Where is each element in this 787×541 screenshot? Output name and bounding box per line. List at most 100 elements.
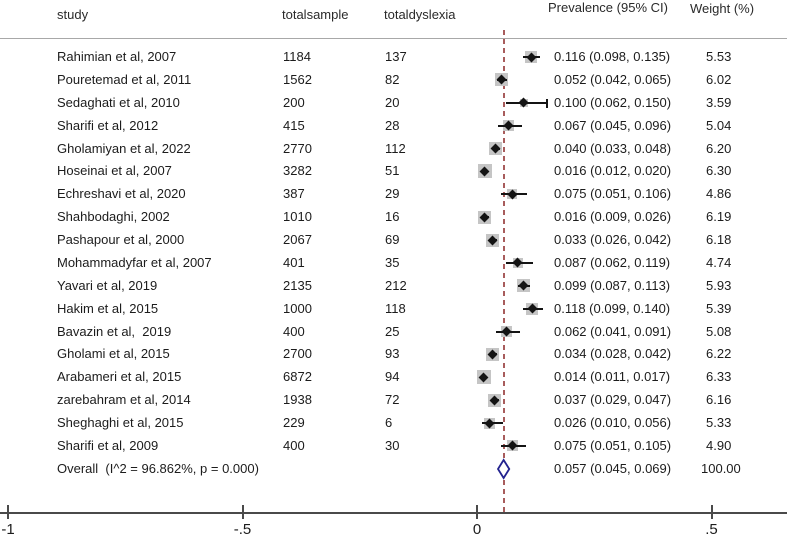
prevalence-ci-value: 0.052 (0.042, 0.065) xyxy=(554,71,672,87)
weight-value: 6.20 xyxy=(706,140,732,156)
weight-value: 5.08 xyxy=(706,323,732,339)
totalsample-value: 400 xyxy=(283,437,305,453)
weight-value: 4.90 xyxy=(706,437,732,453)
weight-value: 5.93 xyxy=(706,277,732,293)
study-name: Shahbodaghi, 2002 xyxy=(57,209,170,225)
totaldyslexia-value: 93 xyxy=(385,346,400,362)
prevalence-ci-value: 0.033 (0.026, 0.042) xyxy=(554,232,672,248)
prevalence-ci-value: 0.118 (0.099, 0.140) xyxy=(554,300,671,316)
study-name: Sedaghati et al, 2010 xyxy=(57,94,180,110)
axis-tick xyxy=(710,505,713,519)
weight-value: 6.19 xyxy=(706,209,732,225)
axis-tick-label: 0 xyxy=(472,521,482,538)
study-name: Sheghaghi et al, 2015 xyxy=(57,415,184,431)
weight-value: 6.33 xyxy=(706,369,732,385)
weight-value: 5.33 xyxy=(706,415,732,431)
weight-value: 4.86 xyxy=(706,186,732,202)
totaldyslexia-value: 20 xyxy=(385,94,400,110)
totaldyslexia-value: 51 xyxy=(385,163,400,179)
weight-value: 5.39 xyxy=(706,300,732,316)
totalsample-value: 2700 xyxy=(283,346,312,362)
prevalence-ci-value: 0.087 (0.062, 0.119) xyxy=(554,254,671,270)
totalsample-value: 1562 xyxy=(283,71,312,87)
weight-value: 6.30 xyxy=(706,163,732,179)
totalsample-value: 3282 xyxy=(283,163,312,179)
weight-value: 6.18 xyxy=(706,232,732,248)
totalsample-value: 1184 xyxy=(283,49,311,64)
totaldyslexia-value: 28 xyxy=(385,117,400,133)
totalsample-value: 2067 xyxy=(283,232,312,248)
prevalence-ci-value: 0.016 (0.009, 0.026) xyxy=(554,209,672,225)
weight-value: 5.04 xyxy=(706,117,732,133)
prevalence-ci-value: 0.075 (0.051, 0.105) xyxy=(554,437,672,453)
prevalence-ci-value: 0.037 (0.029, 0.047) xyxy=(554,392,672,408)
axis-tick-label: -.5 xyxy=(233,521,252,538)
weight-value: 4.74 xyxy=(706,254,732,270)
prevalence-ci-value: 0.016 (0.012, 0.020) xyxy=(554,163,672,179)
study-name: Sharifi et al, 2009 xyxy=(57,437,159,453)
prevalence-ci-value: 0.034 (0.028, 0.042) xyxy=(554,346,672,362)
weight-value: 3.59 xyxy=(706,94,732,110)
weight-value: 5.53 xyxy=(706,49,732,64)
totaldyslexia-value: 118 xyxy=(385,300,406,316)
prevalence-ci-value: 0.040 (0.033, 0.048) xyxy=(554,140,672,156)
ci-right-cap xyxy=(546,98,549,108)
column-header-study: study xyxy=(57,7,89,22)
totaldyslexia-value: 82 xyxy=(385,71,400,87)
totalsample-value: 401 xyxy=(283,254,305,270)
weight-value: 6.02 xyxy=(706,71,732,87)
totaldyslexia-value: 112 xyxy=(385,140,406,156)
weight-value: 6.16 xyxy=(706,392,732,408)
column-header-weight: Weight (%) xyxy=(690,1,755,16)
totaldyslexia-value: 72 xyxy=(385,392,400,408)
totaldyslexia-value: 94 xyxy=(385,369,400,385)
totalsample-value: 1010 xyxy=(283,209,312,225)
totaldyslexia-value: 25 xyxy=(385,323,400,339)
overall-diamond xyxy=(497,458,511,480)
study-name: Rahimian et al, 2007 xyxy=(57,49,177,64)
prevalence-ci-value: 0.100 (0.062, 0.150) xyxy=(554,94,672,110)
study-name: Echreshavi et al, 2020 xyxy=(57,186,186,202)
study-name: Bavazin et al, 2019 xyxy=(57,323,172,339)
totaldyslexia-value: 35 xyxy=(385,254,400,270)
study-name: Hakim et al, 2015 xyxy=(57,300,159,316)
totalsample-value: 229 xyxy=(283,415,305,431)
totaldyslexia-value: 212 xyxy=(385,277,407,293)
overall-prevalence-ci: 0.057 (0.045, 0.069) xyxy=(554,460,672,476)
axis-tick-label: -1 xyxy=(1,521,15,538)
column-header-prevalence: Prevalence (95% CI) xyxy=(548,0,668,15)
prevalence-ci-value: 0.099 (0.087, 0.113) xyxy=(554,277,671,293)
study-name: Arabameri et al, 2015 xyxy=(57,369,182,385)
totalsample-value: 2135 xyxy=(283,277,312,293)
overall-label: Overall (I^2 = 96.862%, p = 0.000) xyxy=(57,460,259,476)
totalsample-value: 2770 xyxy=(283,140,312,156)
study-name: zarebahram et al, 2014 xyxy=(57,392,191,408)
totaldyslexia-value: 16 xyxy=(385,209,400,225)
header-divider xyxy=(0,38,787,39)
prevalence-ci-value: 0.014 (0.011, 0.017) xyxy=(554,369,671,385)
study-name: Gholamiyan et al, 2022 xyxy=(57,140,191,156)
prevalence-ci-value: 0.075 (0.051, 0.106) xyxy=(554,186,672,202)
axis-tick xyxy=(7,505,9,519)
study-name: Gholami et al, 2015 xyxy=(57,346,170,362)
study-name: Hoseinai et al, 2007 xyxy=(57,163,172,179)
totalsample-value: 415 xyxy=(283,117,305,133)
prevalence-ci-value: 0.062 (0.041, 0.091) xyxy=(554,323,672,339)
totalsample-value: 6872 xyxy=(283,369,312,385)
prevalence-ci-value: 0.026 (0.010, 0.056) xyxy=(554,415,672,431)
prevalence-ci-value: 0.116 (0.098, 0.135) xyxy=(554,49,671,64)
totaldyslexia-value: 6 xyxy=(385,415,393,431)
totaldyslexia-value: 69 xyxy=(385,232,400,248)
totalsample-value: 200 xyxy=(283,94,305,110)
totalsample-value: 387 xyxy=(283,186,305,202)
overall-diamond-shape xyxy=(497,458,511,480)
totalsample-value: 400 xyxy=(283,323,305,339)
axis-tick xyxy=(241,505,244,519)
study-name: Mohammadyfar et al, 2007 xyxy=(57,254,212,270)
study-name: Yavari et al, 2019 xyxy=(57,277,158,293)
axis-tick-label: .5 xyxy=(705,521,718,538)
study-name: Pouretemad et al, 2011 xyxy=(57,71,192,87)
weight-value: 6.22 xyxy=(706,346,732,362)
column-header-totalsample: totalsample xyxy=(282,7,349,22)
